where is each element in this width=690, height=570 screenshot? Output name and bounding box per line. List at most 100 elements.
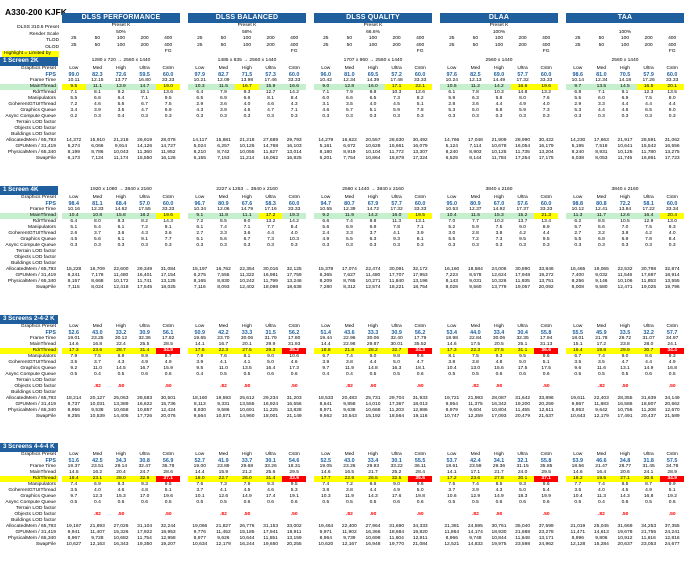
tlod-value: 25	[197, 36, 203, 42]
column-title[interactable]: TAA	[566, 13, 684, 23]
table-row: .82.50.50	[440, 384, 558, 390]
cell-value: 9,776	[193, 530, 206, 535]
table-row: 3.9 3.8 4.4 5.0 4.7	[314, 360, 432, 366]
cell-value: 31.93	[288, 342, 301, 347]
cell-value: 9.3	[519, 482, 526, 487]
cell-value: 21,149	[286, 414, 302, 419]
quality-header: Low	[321, 66, 331, 71]
cell-value: 30,422	[538, 138, 554, 143]
cell-value: 0.3	[345, 114, 353, 119]
cell-value: 0.5	[393, 372, 400, 377]
cell-value: 6.5	[196, 96, 204, 101]
table-row: .82.50.50	[314, 512, 432, 518]
cell-value: 4.5	[621, 488, 629, 493]
table-row: 19,167 21,893 27,026 31,104 32,244	[62, 524, 180, 530]
cell-value: 16,079	[412, 144, 428, 149]
quality-header-row: Low Med High Ultra Cstm	[188, 195, 306, 201]
cell-value: 13,751	[538, 279, 554, 284]
cell-value: 12,611	[538, 408, 554, 413]
column-title[interactable]: DLSS BALANCED	[188, 13, 306, 23]
table-row: 9,255 10,539 14,405 17,726 20,076	[62, 414, 180, 420]
cell-value: 28,990	[515, 138, 531, 143]
table-row: 9.5 11.0 13.5 16.4 17.3	[188, 366, 306, 372]
cell-value: 0.3	[141, 114, 148, 119]
table-row: 16,160 18,584 24,006 30,890 33,846	[440, 267, 558, 273]
cell-value: 3.2	[597, 231, 605, 236]
cell-value: .50	[164, 512, 172, 517]
preset-value: Preset K	[489, 23, 509, 28]
cell-value: 12,167	[341, 542, 357, 547]
cell-value: 11,546	[617, 273, 633, 278]
cell-value: 14,727	[160, 144, 176, 149]
cell-value: 7.3	[495, 237, 503, 242]
cell-value: 8.5	[495, 482, 503, 487]
quality-header: Cstm	[540, 324, 552, 329]
table-row: 8,964 9,739 10,698 11,604 12,911	[314, 536, 432, 542]
cell-value: 31,062	[664, 138, 680, 143]
cell-value: 6.9	[621, 237, 629, 242]
quality-header: Med	[596, 452, 607, 457]
section-title[interactable]: 3 Screens 4-4-4 K	[0, 443, 58, 452]
section-title[interactable]: 3 Screens 2-4-2 K	[0, 315, 58, 324]
cell-value: 20,483	[341, 396, 357, 401]
fps-value: 33.4	[493, 330, 505, 336]
table-row: 0.3 0.3 0.3 0.3 0.3	[188, 243, 306, 249]
cell-value: 6.9	[93, 482, 101, 487]
quality-header: Cstm	[414, 452, 426, 457]
cell-value: 4.5	[70, 237, 78, 242]
section-title[interactable]: 1 Screen 2K	[0, 57, 58, 66]
column-title[interactable]: DLAA	[440, 13, 558, 23]
cell-value: 3.3	[597, 102, 605, 107]
table-row: 0.5 0.5 0.6 0.6 0.6	[188, 500, 306, 506]
fps-value: 43.0	[92, 330, 103, 336]
metric-label: RdrThread	[32, 90, 56, 95]
cell-value: 27.5	[235, 348, 259, 354]
cell-value: 4.6	[267, 488, 274, 493]
table-row: 10.4 11.5 15.3 15.2 21.3	[440, 213, 558, 219]
column-title[interactable]: DLSS QUALITY	[314, 13, 432, 23]
cell-value: 3.8	[345, 360, 353, 365]
cell-value: 7.9	[219, 90, 227, 95]
fps-value: 55.5	[572, 330, 584, 336]
table-row: 3.5 4.0 4.6 4.8 5.1	[62, 488, 180, 494]
tlod-value: 50	[472, 36, 479, 42]
fps-value: 67.0	[493, 201, 505, 207]
highlight-note: Highlight = Limited by	[2, 51, 59, 58]
cell-value: 17,367	[389, 402, 405, 407]
cell-value: 15.3	[487, 213, 511, 219]
cell-value: 5.5	[574, 237, 582, 242]
fg-value	[440, 49, 464, 56]
fps-value: 60.0	[540, 72, 552, 78]
cell-value: 11,754	[137, 536, 152, 541]
metric-label: Manipulators	[28, 482, 56, 487]
cell-value: 0.3	[93, 243, 101, 248]
olod-value: 25	[71, 42, 77, 48]
scale-value: 58%	[242, 29, 252, 35]
cell-value: 19,796	[664, 285, 680, 290]
cell-value: 13,555	[664, 279, 680, 284]
cell-value: 30.06	[492, 336, 506, 341]
cell-value: 7.8	[416, 108, 424, 113]
fps-value: 56.2	[414, 330, 426, 336]
cell-value: 12,179	[593, 414, 609, 419]
table-row: 10.55 12.39 14.72 17.32 33.33	[314, 207, 432, 213]
cell-value: 13.1	[620, 366, 630, 371]
cell-value: 0.3	[597, 114, 605, 119]
fps-value: 57.6	[517, 201, 528, 207]
cell-value: 25.1	[517, 342, 528, 347]
metric-label: Graphics Preset	[20, 452, 56, 457]
cell-value: 7.2	[141, 225, 148, 230]
cell-value: 8.5	[597, 219, 605, 224]
cell-value: 19,975	[491, 542, 507, 547]
cell-value: 21.2	[242, 470, 252, 475]
cell-value: 12.15	[91, 78, 104, 83]
cell-value: 10.21	[193, 78, 206, 83]
column-title[interactable]: DLSS PERFORMANCE	[62, 13, 180, 23]
cell-value: 3.7	[448, 488, 456, 493]
cell-value: 31.4	[132, 348, 157, 354]
cell-value: 19.37	[67, 464, 80, 469]
cell-value: 3.8	[471, 360, 479, 365]
cell-value: 7.4	[219, 225, 227, 230]
metric-label: GPUMem / 31,419	[15, 144, 56, 149]
section-title[interactable]: 1 Screen 4K	[0, 186, 58, 195]
